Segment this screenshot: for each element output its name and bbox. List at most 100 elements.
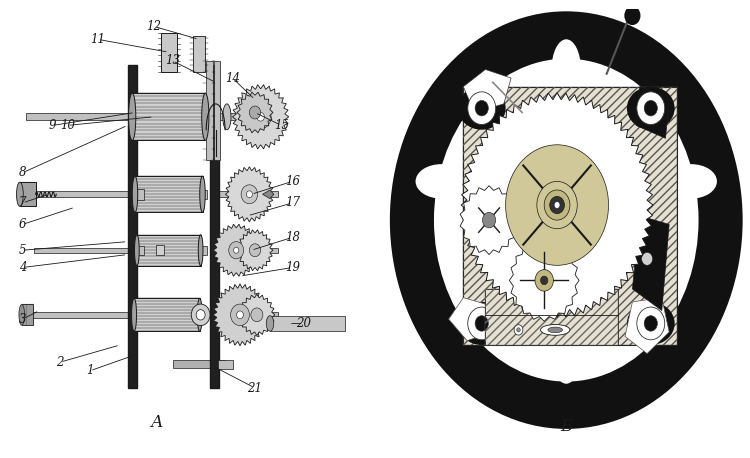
Polygon shape [464,70,512,113]
Circle shape [475,316,488,331]
Circle shape [249,106,261,119]
Circle shape [554,202,560,208]
Bar [202,190,207,199]
Bar [136,235,201,266]
Circle shape [506,145,608,265]
Polygon shape [448,298,493,341]
Ellipse shape [128,93,136,141]
Bar [128,65,136,388]
Text: 5: 5 [19,244,26,257]
Ellipse shape [19,305,25,325]
Polygon shape [632,216,669,311]
Circle shape [234,247,238,253]
Circle shape [242,185,258,204]
Ellipse shape [541,325,570,335]
Ellipse shape [665,164,717,199]
Bar [220,191,278,197]
Polygon shape [225,167,273,222]
Text: 17: 17 [285,196,300,209]
Ellipse shape [390,11,742,429]
Circle shape [250,105,272,129]
Ellipse shape [134,235,140,266]
Polygon shape [461,93,653,317]
Bar [193,36,205,72]
Ellipse shape [416,164,467,199]
Circle shape [191,304,210,326]
Ellipse shape [551,39,581,99]
Bar [132,93,206,141]
Text: 1: 1 [86,364,94,377]
Text: 18: 18 [285,231,300,244]
Circle shape [624,6,640,25]
Circle shape [644,100,658,116]
Ellipse shape [458,302,506,345]
Bar [22,305,33,325]
Circle shape [644,316,658,331]
Text: 6: 6 [19,218,26,231]
Circle shape [468,307,496,340]
Text: 2: 2 [56,356,64,369]
Ellipse shape [266,316,274,331]
Bar [210,65,219,388]
Text: 9: 9 [49,119,56,132]
Text: Б: Б [560,418,572,435]
Polygon shape [237,230,273,271]
Bar [214,61,220,160]
Polygon shape [213,284,267,346]
Ellipse shape [16,182,23,207]
Ellipse shape [223,104,231,130]
Polygon shape [509,240,579,322]
Polygon shape [460,185,518,255]
Text: 14: 14 [225,71,240,85]
Text: 4: 4 [19,261,26,274]
Ellipse shape [131,299,136,331]
Circle shape [229,242,244,259]
Circle shape [249,244,261,256]
Ellipse shape [458,87,506,130]
Bar [220,248,278,253]
Text: 13: 13 [165,55,180,67]
Circle shape [246,191,252,198]
Circle shape [550,196,565,213]
Text: 12: 12 [146,20,161,33]
Bar [172,360,225,368]
Circle shape [514,325,523,335]
Circle shape [637,307,664,340]
Circle shape [535,270,554,291]
Circle shape [256,113,264,121]
Text: 11: 11 [90,33,105,46]
Ellipse shape [200,176,206,213]
Ellipse shape [551,323,581,384]
Text: 16: 16 [285,175,300,188]
Bar [202,246,207,255]
Ellipse shape [441,65,692,375]
Text: 3: 3 [19,313,26,326]
Bar [135,176,202,213]
Circle shape [482,213,496,228]
Ellipse shape [434,59,698,382]
Circle shape [517,328,520,332]
Polygon shape [237,92,273,133]
Text: 15: 15 [274,119,289,132]
Bar [34,191,128,197]
Text: 21: 21 [248,382,262,394]
Circle shape [468,92,496,125]
Bar [26,113,128,120]
Bar [137,189,144,200]
Ellipse shape [627,302,675,345]
Bar [220,113,278,120]
Text: 19: 19 [285,261,300,274]
Bar [206,61,213,160]
Circle shape [196,310,205,320]
Polygon shape [213,224,260,276]
Text: 7: 7 [19,196,26,209]
Ellipse shape [132,176,138,213]
Circle shape [237,311,243,319]
Ellipse shape [627,87,675,130]
Bar [160,33,177,71]
Bar [20,182,36,207]
Circle shape [475,100,488,116]
Bar [464,87,676,345]
Bar [28,312,128,318]
Circle shape [544,190,570,220]
